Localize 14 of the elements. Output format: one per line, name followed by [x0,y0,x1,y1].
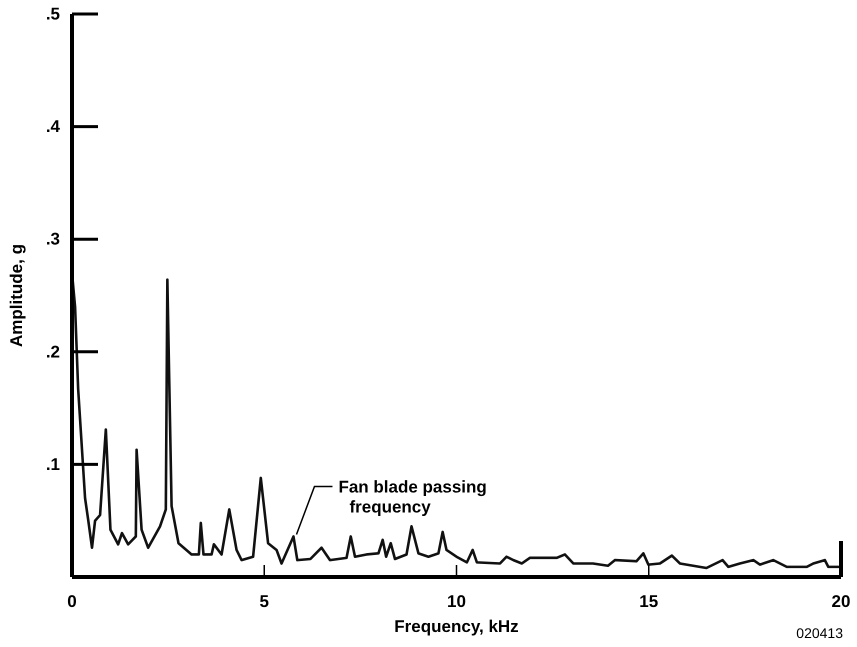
y-tick-label: .3 [46,230,60,249]
x-tick-label: 0 [67,592,77,611]
annotation: Fan blade passing frequency [338,477,487,516]
x-tick-label: 5 [260,592,269,611]
x-axis-title: Frequency, kHz [394,617,519,636]
y-tick-label: .1 [46,454,60,474]
x-tick-label: 10 [447,592,466,611]
y-tick-label: .4 [46,117,61,136]
y-tick-label: .2 [46,342,60,362]
x-tick-label: 20 [832,592,850,611]
x-tick-label: 15 [639,592,658,611]
y-tick-label: .5 [46,4,60,24]
text: 020413 [796,625,844,641]
y-axis-title: Amplitude, g [7,244,26,347]
